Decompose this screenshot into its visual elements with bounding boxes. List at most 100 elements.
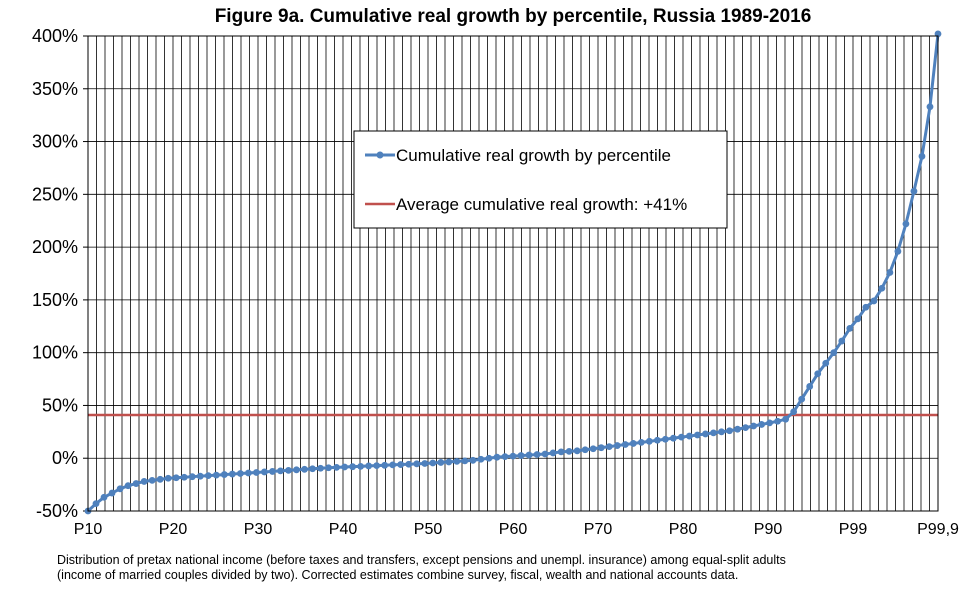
- growth-data-point: [212, 471, 220, 479]
- x-tick-label: P90: [754, 521, 783, 538]
- growth-data-point: [926, 103, 934, 111]
- growth-data-point: [774, 417, 782, 425]
- growth-data-point: [645, 437, 653, 445]
- y-tick-label: 0%: [52, 448, 78, 468]
- growth-data-point: [188, 473, 196, 481]
- y-tick-label: 250%: [32, 184, 78, 204]
- growth-data-point: [156, 475, 164, 483]
- growth-data-point: [477, 455, 485, 463]
- x-tick-label: P80: [669, 521, 698, 538]
- growth-data-point: [710, 429, 717, 437]
- growth-data-point: [541, 450, 549, 458]
- growth-data-point: [445, 458, 453, 466]
- legend-label-growth: Cumulative real growth by percentile: [396, 146, 671, 165]
- growth-data-point: [172, 474, 180, 482]
- growth-data-point: [140, 478, 148, 485]
- growth-data-point: [228, 470, 236, 478]
- growth-data-point: [886, 269, 894, 276]
- growth-data-point: [862, 303, 870, 311]
- growth-data-point: [261, 468, 268, 476]
- growth-data-point: [252, 469, 260, 476]
- growth-data-point: [485, 454, 493, 462]
- legend: Cumulative real growth by percentile Ave…: [353, 130, 728, 229]
- growth-data-point: [525, 451, 533, 459]
- growth-data-point: [469, 456, 477, 464]
- growth-data-point: [677, 433, 685, 441]
- growth-data-point: [269, 468, 276, 475]
- growth-data-point: [100, 493, 108, 501]
- x-tick-label: P99,9: [917, 521, 959, 538]
- x-tick-label: P40: [329, 521, 358, 538]
- growth-data-point: [204, 472, 212, 480]
- growth-data-point: [822, 359, 830, 367]
- growth-data-point: [589, 445, 597, 453]
- growth-data-point: [669, 434, 677, 442]
- growth-data-point: [686, 432, 693, 440]
- growth-data-point: [132, 480, 140, 487]
- growth-data-point: [461, 457, 469, 465]
- growth-data-point: [285, 466, 292, 474]
- growth-data-point: [381, 461, 389, 469]
- growth-data-point: [365, 462, 373, 470]
- growth-data-point: [742, 424, 749, 432]
- growth-data-point: [573, 447, 581, 455]
- growth-data-point: [918, 152, 926, 160]
- chart-title: Figure 9a. Cumulative real growth by per…: [214, 6, 812, 27]
- source-note: Distribution of pretax national income (…: [57, 553, 957, 583]
- growth-data-point: [453, 457, 461, 465]
- growth-data-point: [694, 431, 701, 439]
- growth-data-point: [373, 462, 381, 470]
- y-tick-label: 200%: [32, 237, 78, 257]
- x-tick-label: P30: [244, 521, 273, 538]
- legend-swatch-growth-marker: [376, 151, 384, 159]
- growth-data-point: [565, 447, 573, 455]
- y-tick-label: 400%: [32, 26, 78, 46]
- growth-data-point: [597, 444, 605, 452]
- growth-data-point: [653, 436, 661, 444]
- legend-box: [353, 130, 728, 229]
- y-tick-label: 150%: [32, 290, 78, 310]
- x-tick-label: P10: [74, 521, 103, 538]
- x-tick-label: P99: [839, 521, 868, 538]
- growth-data-point: [164, 474, 172, 482]
- x-tick-label: P60: [499, 521, 528, 538]
- growth-data-point: [236, 470, 244, 477]
- growth-data-point: [517, 452, 525, 459]
- growth-data-point: [325, 464, 332, 472]
- growth-data-point: [846, 324, 854, 332]
- growth-data-point: [878, 284, 886, 292]
- growth-data-point: [549, 449, 557, 457]
- growth-data-point: [301, 465, 308, 473]
- y-tick-label: -50%: [36, 501, 78, 521]
- growth-data-point: [750, 422, 757, 430]
- growth-data-point: [581, 446, 589, 454]
- growth-data-point: [758, 421, 765, 428]
- growth-data-point: [277, 467, 284, 475]
- growth-data-point: [790, 408, 798, 416]
- growth-data-point: [405, 460, 413, 468]
- growth-data-point: [220, 471, 228, 478]
- growth-data-point: [397, 461, 405, 468]
- growth-data-point: [196, 472, 204, 480]
- growth-data-point: [661, 435, 669, 443]
- growth-data-point: [621, 441, 629, 448]
- growth-data-point: [718, 428, 725, 436]
- growth-data-point: [613, 442, 621, 449]
- growth-data-point: [838, 337, 846, 345]
- growth-data-point: [766, 419, 774, 427]
- growth-data-point: [116, 485, 124, 493]
- plot-border: [87, 35, 939, 512]
- x-tick-label: P50: [414, 521, 443, 538]
- growth-data-point: [493, 453, 501, 461]
- legend-label-average: Average cumulative real growth: +41%: [396, 195, 687, 214]
- growth-data-point: [180, 473, 188, 481]
- growth-data-point: [605, 443, 613, 451]
- y-tick-label: 350%: [32, 79, 78, 99]
- growth-data-point: [309, 465, 316, 473]
- source-note-line-1: Distribution of pretax national income (…: [57, 553, 786, 567]
- x-tick-label: P20: [159, 521, 188, 538]
- growth-series-points: [84, 30, 942, 515]
- growth-data-point: [533, 451, 541, 458]
- growth-data-point: [421, 460, 429, 467]
